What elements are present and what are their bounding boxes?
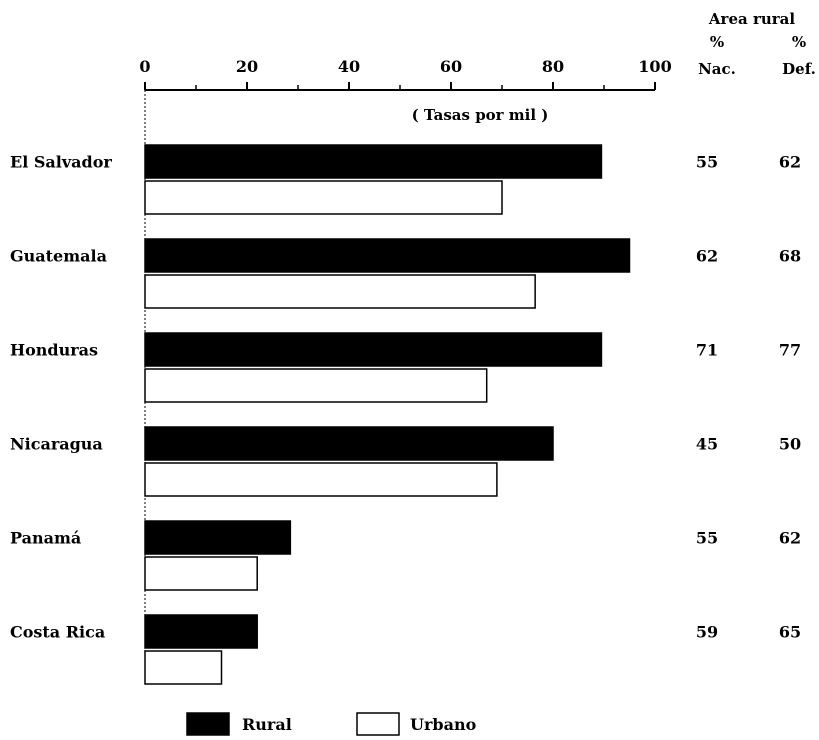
- bar-rural: [144, 238, 631, 273]
- bar-rural: [144, 144, 603, 179]
- category-label: Honduras: [10, 341, 98, 360]
- category-label: El Salvador: [10, 153, 112, 172]
- bar-rural: [144, 426, 554, 461]
- bar-urbano: [144, 274, 536, 309]
- bar-rural: [144, 614, 258, 649]
- legend-swatch-rural: [186, 712, 230, 736]
- x-tick-label: 20: [236, 57, 258, 76]
- bar-urbano: [144, 180, 503, 215]
- x-axis: 0 20 40 60 80 100: [139, 57, 672, 680]
- side-col-def-header: Def.: [782, 60, 816, 78]
- legend: Rural Urbano: [186, 712, 477, 736]
- side-table: Area rural % % Nac. Def. 55 62 62 68 71 77 45 5…: [696, 10, 816, 642]
- category-label: Guatemala: [10, 247, 107, 266]
- side-value-def: 68: [779, 247, 801, 266]
- category-labels: El Salvador Guatemala Honduras Nicaragua Pan…: [10, 153, 112, 642]
- x-tick-label: 0: [139, 57, 150, 76]
- chart-annotation: ( Tasas por mil ): [412, 106, 549, 124]
- bar-urbano: [144, 462, 498, 497]
- side-value-nac: 55: [696, 529, 718, 548]
- side-value-nac: 55: [696, 153, 718, 172]
- bar-rural: [144, 332, 603, 367]
- legend-label-rural: Rural: [242, 715, 292, 734]
- side-value-nac: 45: [696, 435, 718, 454]
- x-tick-label: 80: [542, 57, 564, 76]
- side-value-nac: 71: [696, 341, 718, 360]
- category-label: Panamá: [10, 529, 81, 548]
- legend-swatch-urbano: [356, 712, 400, 736]
- bar-rural: [144, 520, 292, 555]
- side-col-def-symbol: %: [792, 33, 806, 51]
- side-col-nac-header: Nac.: [698, 60, 736, 78]
- category-label: Nicaragua: [10, 435, 103, 454]
- bar-urbano: [144, 368, 488, 403]
- side-value-def: 50: [779, 435, 801, 454]
- side-value-nac: 62: [696, 247, 718, 266]
- legend-label-urbano: Urbano: [410, 715, 477, 734]
- side-value-def: 77: [779, 341, 801, 360]
- x-tick-label: 60: [440, 57, 462, 76]
- bars: [144, 144, 631, 685]
- side-value-def: 62: [779, 529, 801, 548]
- side-table-title: Area rural: [708, 10, 795, 28]
- x-tick-label: 40: [338, 57, 360, 76]
- side-value-def: 62: [779, 153, 801, 172]
- bar-urbano: [144, 650, 223, 685]
- side-value-def: 65: [779, 623, 801, 642]
- x-tick-label: 100: [638, 57, 671, 76]
- side-col-nac-symbol: %: [710, 33, 724, 51]
- category-label: Costa Rica: [10, 623, 105, 642]
- side-value-nac: 59: [696, 623, 718, 642]
- bar-urbano: [144, 556, 258, 591]
